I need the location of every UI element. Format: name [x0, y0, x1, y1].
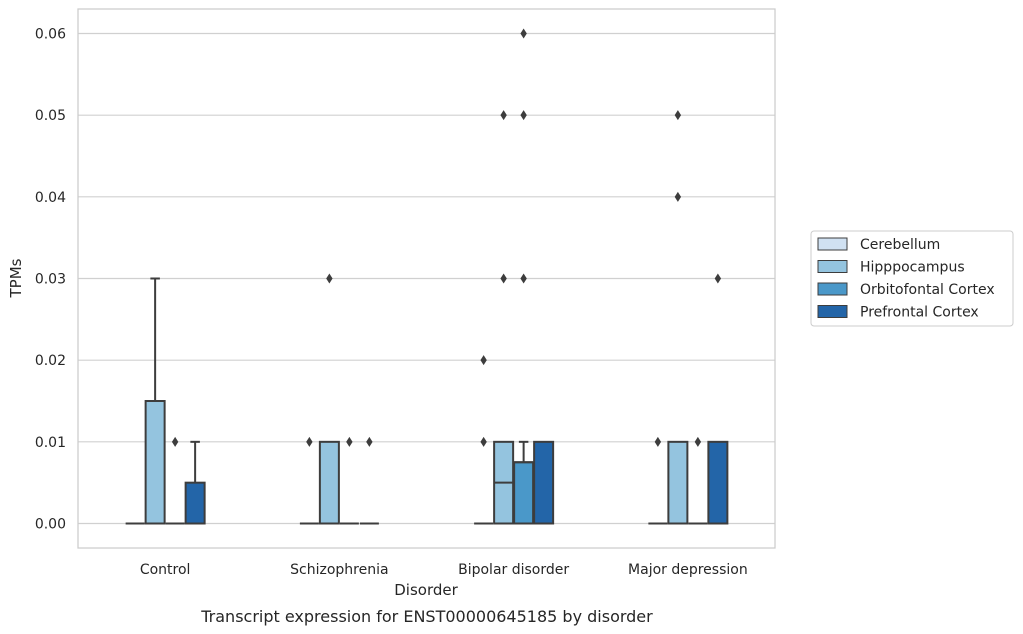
outlier-point: [674, 191, 682, 202]
legend-label: Hipppocampus: [860, 260, 965, 276]
outlier-point: [714, 273, 722, 284]
plot-frame: [77, 8, 776, 549]
box-body: [533, 440, 555, 525]
outlier-point: [520, 28, 527, 39]
legend-label: Prefrontal Cortex: [860, 305, 979, 321]
y-tick-label: 0.01: [35, 435, 66, 451]
x-tick-label: Bipolar disorder: [458, 562, 569, 578]
box: [299, 436, 319, 525]
box-body: [707, 440, 729, 525]
outlier-point: [326, 273, 333, 284]
legend-swatch: [817, 282, 848, 296]
outlier-point: [654, 436, 662, 447]
box: [688, 436, 708, 525]
box: [513, 28, 535, 525]
y-tick-label: 0.03: [35, 272, 66, 288]
outlier-point: [674, 110, 682, 121]
x-tick-label: Schizophrenia: [290, 562, 388, 578]
box: [474, 355, 494, 525]
box-body: [184, 481, 206, 525]
y-tick-label: 0.04: [35, 190, 66, 206]
x-tick-label: Major depression: [628, 562, 748, 578]
box: [184, 440, 206, 525]
outlier-point: [694, 436, 702, 447]
box: [339, 436, 359, 525]
legend: Cerebellum Hipppocampus Orbitofontal Corte…: [810, 230, 1014, 327]
box-body: [318, 440, 340, 525]
chart-caption: Transcript expression for ENST0000064518…: [200, 607, 653, 626]
outlier-point: [171, 436, 179, 447]
box-series: [125, 28, 729, 525]
series-hipppocampus: [144, 110, 689, 525]
outlier-point: [480, 355, 487, 366]
outlier-point: [306, 436, 313, 447]
box: [165, 436, 185, 525]
y-tick-label: 0.00: [35, 517, 66, 533]
outlier-point: [366, 436, 373, 447]
outlier-point: [520, 273, 527, 284]
y-axis-ticks: 0.00 0.01 0.02 0.03 0.04 0.05 0.06: [35, 27, 66, 533]
box: [533, 440, 555, 525]
legend-label: Cerebellum: [860, 237, 940, 253]
x-axis-title: Disorder: [394, 581, 458, 599]
legend-swatch: [817, 237, 848, 251]
box-body: [513, 461, 535, 525]
legend-label: Orbitofontal Cortex: [860, 282, 995, 298]
box: [648, 436, 668, 525]
outlier-point: [480, 436, 487, 447]
box-body: [667, 440, 689, 525]
legend-swatch: [817, 305, 848, 318]
outlier-point: [500, 110, 507, 121]
series-orbitofontal-cortex: [165, 28, 708, 525]
y-tick-label: 0.05: [35, 108, 66, 124]
box: [667, 110, 689, 525]
x-tick-label: Control: [140, 562, 191, 578]
y-tick-label: 0.06: [35, 27, 66, 43]
outlier-point: [346, 436, 353, 447]
legend-frame: [810, 230, 1014, 327]
x-axis-ticks: Control Schizophrenia Bipolar disorder Majo…: [140, 562, 748, 578]
box: [144, 277, 166, 525]
box: [318, 273, 340, 525]
box: [493, 110, 515, 525]
outlier-point: [500, 273, 507, 284]
series-prefrontal-cortex: [184, 273, 729, 525]
box: [707, 273, 729, 525]
y-axis-title: TPMs: [7, 258, 25, 298]
box: [359, 436, 379, 525]
legend-swatch: [817, 260, 848, 273]
outlier-point: [520, 110, 527, 121]
y-tick-label: 0.02: [35, 353, 66, 369]
box-body: [144, 400, 166, 525]
series-cerebellum: [125, 355, 668, 525]
